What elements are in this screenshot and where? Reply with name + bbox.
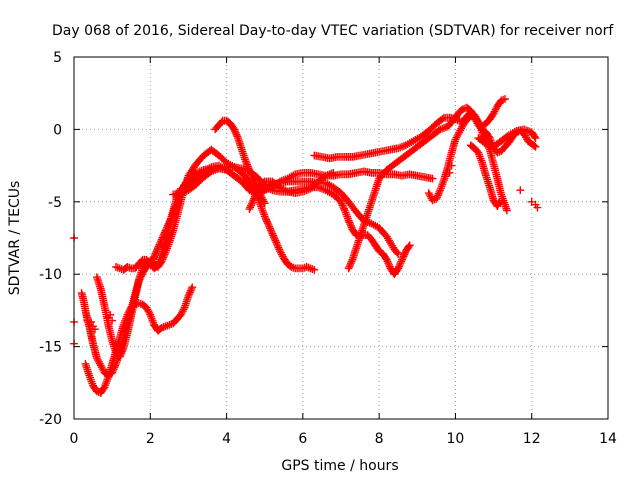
data-series	[169, 164, 403, 258]
data-point	[310, 265, 319, 274]
x-tick-label: 8	[375, 431, 384, 447]
data-point	[428, 174, 437, 183]
data-point	[531, 142, 540, 151]
y-tick-label: -10	[39, 267, 62, 283]
data-point	[108, 316, 117, 325]
data-point	[533, 203, 542, 212]
data-series	[81, 283, 197, 397]
x-tick-label: 14	[599, 431, 617, 447]
y-tick-label: -5	[48, 195, 62, 211]
data-point	[405, 241, 414, 250]
data-point	[106, 310, 115, 319]
chart-title: Day 068 of 2016, Sidereal Day-to-day VTE…	[52, 23, 614, 39]
x-axis-label: GPS time / hours	[281, 458, 398, 474]
data-point	[259, 178, 268, 187]
data-point	[495, 197, 504, 206]
data-point	[530, 141, 539, 150]
x-axis-ticks: 0 2 4 6 8 10 12 14	[70, 57, 617, 447]
data-point	[445, 168, 454, 177]
data-series	[245, 168, 338, 213]
data-point	[501, 95, 509, 103]
data-points	[70, 95, 542, 397]
data-series	[474, 125, 540, 151]
data-point	[188, 283, 197, 292]
x-tick-label: 2	[146, 431, 155, 447]
data-point	[260, 199, 269, 208]
grid-lines	[74, 57, 608, 419]
data-point	[87, 318, 96, 326]
data-series	[466, 141, 504, 211]
data-point	[503, 206, 511, 215]
x-tick-label: 12	[523, 431, 541, 447]
data-point	[91, 325, 99, 334]
data-point	[329, 168, 338, 177]
y-axis-label: SDTVAR / TECUs	[7, 181, 23, 296]
x-tick-label: 0	[70, 431, 79, 447]
data-point	[394, 250, 403, 258]
data-point	[527, 197, 536, 206]
y-tick-label: 5	[53, 50, 62, 66]
x-tick-label: 6	[298, 431, 307, 447]
plot-frame	[73, 56, 609, 420]
data-point	[447, 161, 456, 170]
data-point	[531, 134, 540, 142]
data-point	[465, 113, 474, 122]
data-series	[424, 95, 509, 205]
data-point	[516, 186, 525, 195]
x-tick-label: 10	[447, 431, 465, 447]
y-tick-label: 0	[53, 122, 62, 138]
y-axis-ticks: -20 -15 -10 -5 0 5	[39, 50, 608, 428]
y-tick-label: -20	[39, 412, 62, 428]
y-tick-label: -15	[39, 340, 62, 356]
x-tick-label: 4	[222, 431, 231, 447]
